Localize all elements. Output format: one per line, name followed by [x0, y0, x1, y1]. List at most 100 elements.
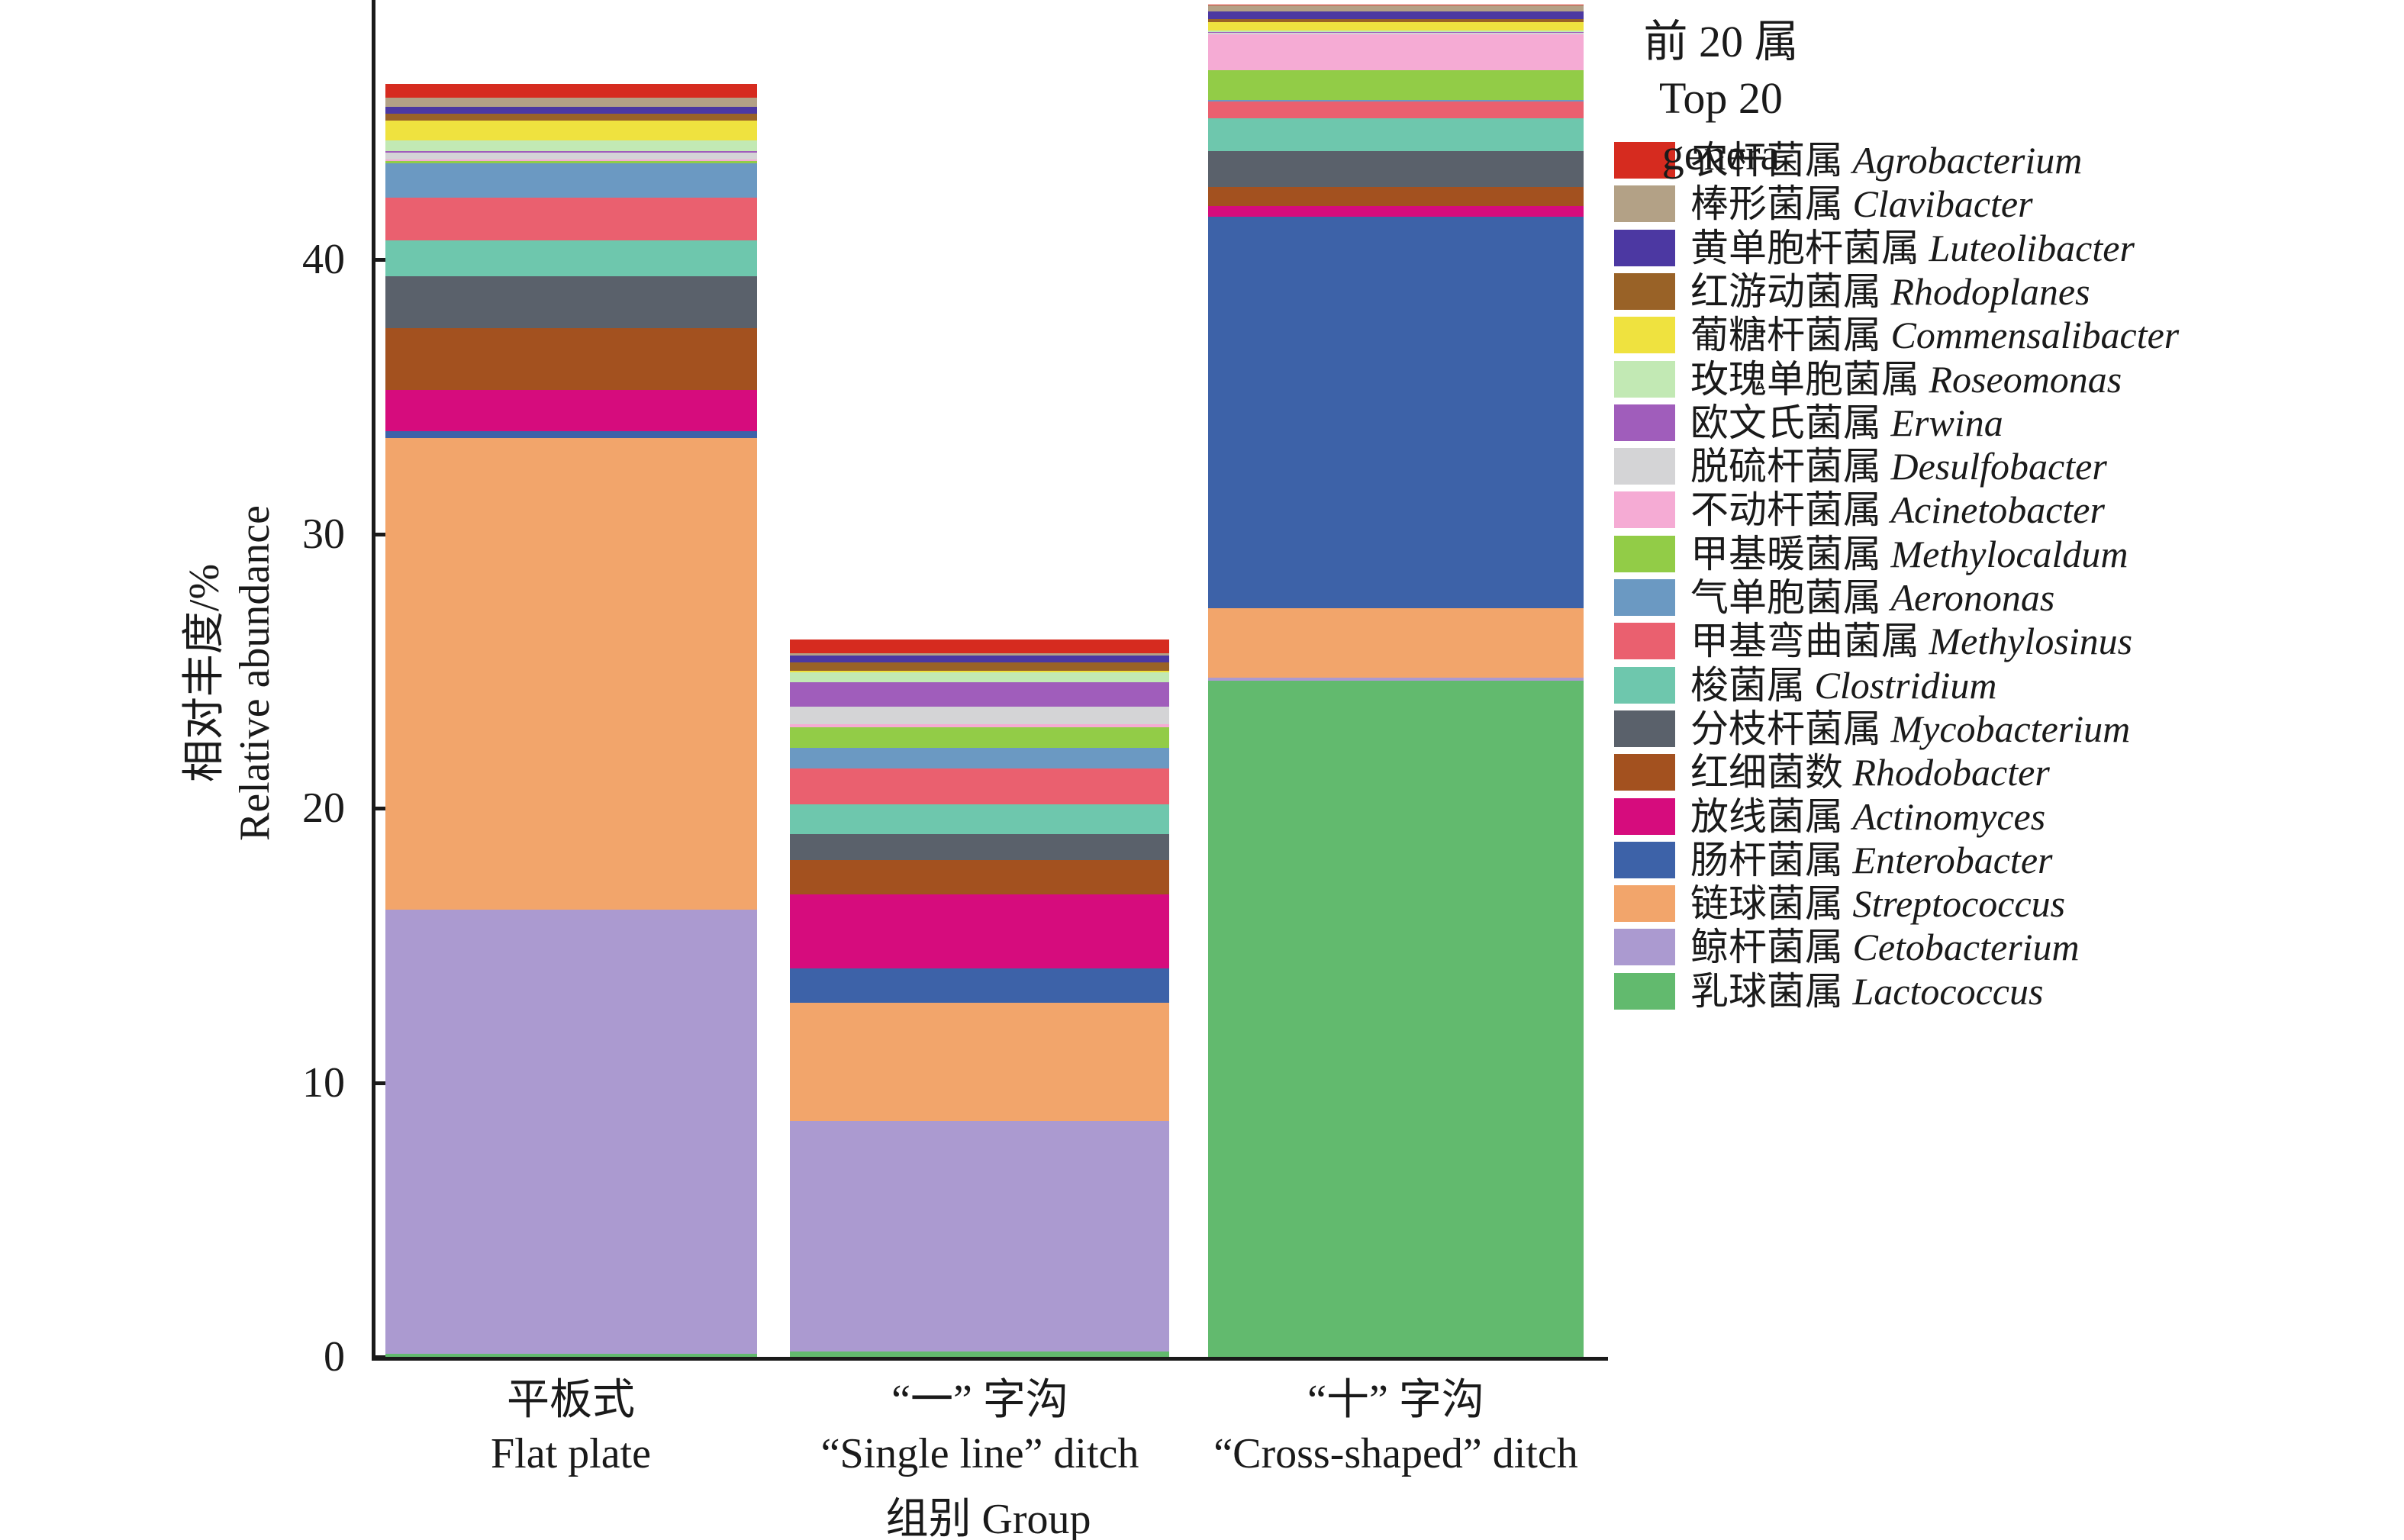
legend-title-zh: 前 20 属	[1643, 17, 1799, 66]
bar-segment-roseomonas	[790, 672, 1169, 682]
bar-segment-erwina	[385, 150, 757, 153]
legend-label: 棒形菌属 Clavibacter	[1690, 182, 2033, 225]
bar-segment-streptococcus	[1208, 607, 1584, 678]
legend-label-latin: Clavibacter	[1852, 182, 2033, 226]
legend-label: 分枝杆菌属 Mycobacterium	[1690, 707, 2130, 750]
bar-segment-mycobacterium	[385, 275, 757, 328]
legend-label-latin: Clostridium	[1814, 663, 1997, 707]
bar-segment-lactococcus	[385, 1354, 757, 1357]
y-tick-label: 20	[302, 784, 345, 832]
legend-swatch-luteolibacter	[1614, 229, 1675, 266]
legend-swatch-aerononas	[1614, 579, 1675, 616]
bar-segment-acinetobacter	[790, 724, 1169, 727]
bar-segment-roseomonas	[1208, 30, 1584, 32]
x-category-label-en: Flat plate	[491, 1430, 651, 1477]
y-tick-label: 30	[302, 510, 345, 558]
legend-label-zh: 甲基弯曲菌属	[1690, 620, 1929, 663]
legend-label-zh: 放线菌属	[1690, 794, 1853, 838]
legend-label: 链球菌属 Streptococcus	[1690, 882, 2065, 925]
legend-label: 葡糖杆菌属 Commensalibacter	[1690, 314, 2179, 356]
legend-label: 不动杆菌属 Acinetobacter	[1690, 488, 2105, 531]
legend-label-latin: Actinomyces	[1852, 794, 2046, 838]
legend-swatch-methylosinus	[1614, 623, 1675, 660]
x-category-label-zh: 平板式	[507, 1377, 635, 1424]
bar-segment-enterobacter	[385, 430, 757, 438]
legend-label-latin: Mycobacterium	[1890, 707, 2131, 750]
legend-label: 肠杆菌属 Enterobacter	[1690, 839, 2052, 881]
legend-swatch-acinetobacter	[1614, 491, 1675, 529]
bar-segment-acinetobacter	[1208, 34, 1584, 70]
bar-segment-roseomonas	[385, 140, 757, 151]
x-category-label: “一” 字沟 “Single line” ditch	[690, 1374, 1270, 1480]
legend-label-latin: Rhodobacter	[1852, 751, 2050, 794]
legend-label-latin: Cetobacterium	[1852, 926, 2080, 969]
bar-segment-desulfobacter	[1208, 33, 1584, 35]
legend-swatch-lactococcus	[1614, 972, 1675, 1010]
legend-label-latin: Lactococcus	[1852, 969, 2044, 1013]
legend-title: 前 20 属 Top 20 genera	[1595, 14, 1847, 183]
bar-segment-luteolibacter	[385, 107, 757, 114]
y-axis-label: 相对丰度/% Relative abundance	[179, 215, 286, 1131]
legend-label-zh: 梭菌属	[1690, 663, 1815, 707]
bar-segment-streptococcus	[790, 1003, 1169, 1121]
legend-label-zh: 农杆菌属	[1690, 139, 1853, 182]
bar-segment-rhodoplanes	[385, 114, 757, 121]
legend-swatch-actinomyces	[1614, 797, 1675, 835]
legend-label: 甲基弯曲菌属 Methylosinus	[1690, 620, 2132, 662]
legend-label: 脱硫杆菌属 Desulfobacter	[1690, 445, 2107, 488]
legend-label: 梭菌属 Clostridium	[1690, 664, 1996, 707]
legend-label-zh: 红细菌数	[1690, 751, 1853, 794]
x-axis-title: 组别 Group	[885, 1496, 1091, 1540]
bar-segment-desulfobacter	[385, 152, 757, 159]
legend-label-zh: 肠杆菌属	[1690, 838, 1853, 881]
bar-segment-clostridium	[790, 804, 1169, 835]
bar-segment-actinomyces	[1208, 205, 1584, 217]
legend-label-zh: 棒形菌属	[1690, 182, 1853, 226]
y-tick-label: 0	[324, 1333, 345, 1381]
legend-swatch-cetobacterium	[1614, 929, 1675, 966]
legend-title-en: Top 20 genera	[1659, 73, 1783, 179]
legend-label: 气单胞菌属 Aerononas	[1690, 576, 2054, 619]
legend-label-zh: 甲基暖菌属	[1690, 532, 1891, 575]
bar-segment-commensalibacter	[790, 671, 1169, 673]
bar-segment-methylosinus	[1208, 101, 1584, 118]
legend-swatch-clavibacter	[1614, 185, 1675, 223]
legend-label: 红细菌数 Rhodobacter	[1690, 751, 2050, 794]
bar-segment-enterobacter	[1208, 217, 1584, 608]
bar-segment-luteolibacter	[790, 656, 1169, 663]
bar-segment-cetobacterium	[1208, 678, 1584, 681]
legend-label-zh: 不动杆菌属	[1690, 488, 1891, 532]
legend-label-zh: 葡糖杆菌属	[1690, 314, 1891, 357]
legend-swatch-erwina	[1614, 404, 1675, 441]
legend-label-zh: 链球菌属	[1690, 882, 1853, 926]
legend-label: 放线菌属 Actinomyces	[1690, 795, 2045, 838]
bar-segment-mycobacterium	[1208, 150, 1584, 187]
bar-segment-methylocaldum	[790, 727, 1169, 748]
bar-segment-commensalibacter	[385, 121, 757, 140]
legend-label: 农杆菌属 Agrobacterium	[1690, 139, 2082, 182]
bar-segment-clostridium	[1208, 118, 1584, 151]
bar-segment-methylosinus	[385, 198, 757, 240]
bar-segment-aerononas	[790, 747, 1169, 768]
legend-swatch-mycobacterium	[1614, 710, 1675, 747]
x-category-label-zh: “十” 字沟	[1307, 1377, 1484, 1424]
y-tick-label: 10	[302, 1058, 345, 1107]
legend-label-latin: Methylocaldum	[1890, 532, 2128, 575]
legend-label-zh: 黄单胞杆菌属	[1690, 226, 1929, 269]
bar-segment-agrobacterium	[790, 639, 1169, 653]
legend-label: 欧文氏菌属 Erwina	[1690, 401, 2003, 444]
bar-segment-commensalibacter	[1208, 22, 1584, 31]
legend-label-latin: Acinetobacter	[1890, 488, 2105, 532]
legend-label-zh: 分枝杆菌属	[1690, 707, 1891, 750]
bar-segment-erwina	[1208, 31, 1584, 34]
bar-segment-clavibacter	[1208, 5, 1584, 11]
bar-segment-luteolibacter	[1208, 11, 1584, 20]
bar-segment-rhodoplanes	[1208, 19, 1584, 23]
x-category-label: 平板式 Flat plate	[281, 1374, 861, 1480]
bar-segment-enterobacter	[790, 968, 1169, 1004]
bar-segment-acinetobacter	[385, 159, 757, 161]
legend-label: 黄单胞杆菌属 Luteolibacter	[1690, 227, 2135, 269]
y-axis-label-zh: 相对丰度/%	[181, 563, 228, 783]
bar-segment-clavibacter	[385, 97, 757, 108]
bar-segment-lactococcus	[1208, 680, 1584, 1357]
